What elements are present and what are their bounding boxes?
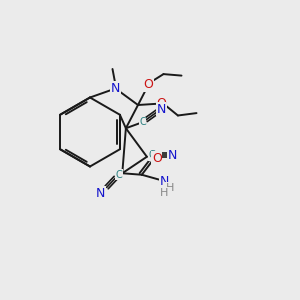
Text: C: C: [149, 150, 156, 160]
Text: C: C: [139, 117, 146, 127]
Text: H: H: [166, 183, 174, 193]
Text: O: O: [144, 78, 153, 91]
Text: H: H: [160, 188, 169, 198]
Text: N: N: [156, 103, 166, 116]
Text: O: O: [157, 97, 166, 110]
Text: O: O: [152, 152, 162, 165]
Text: C: C: [116, 170, 123, 180]
Text: N: N: [160, 175, 169, 188]
Text: N: N: [96, 187, 105, 200]
Text: N: N: [111, 82, 120, 95]
Text: N: N: [168, 149, 177, 162]
